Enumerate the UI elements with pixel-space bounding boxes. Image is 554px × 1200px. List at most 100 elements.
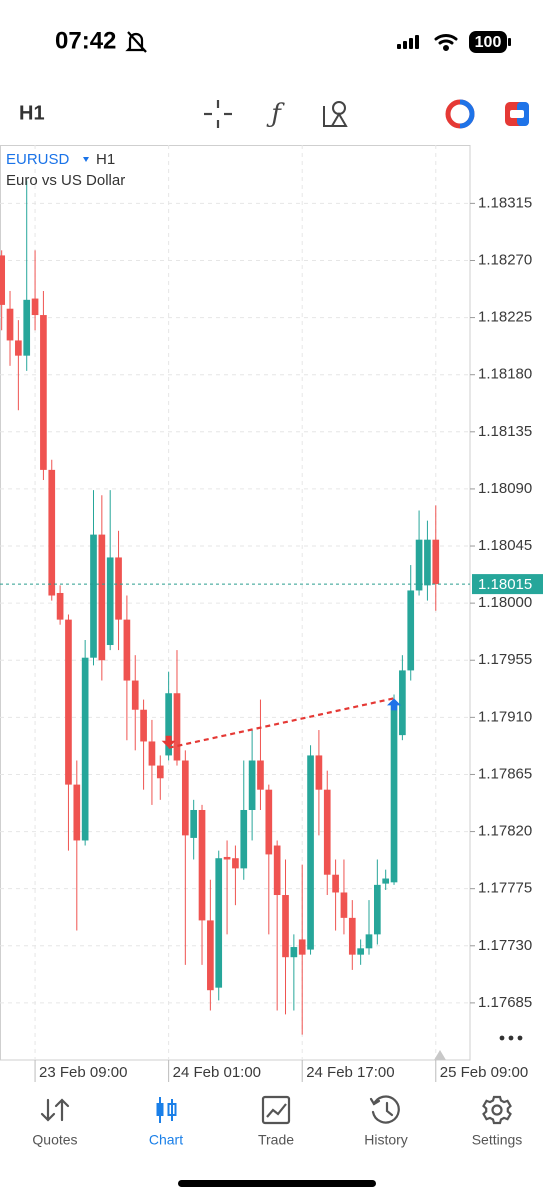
signal-icon	[397, 35, 419, 49]
candle-body	[15, 340, 22, 356]
trade-line	[168, 697, 395, 749]
y-tick-label: 1.18045	[478, 537, 532, 554]
y-tick-label: 1.18135	[478, 423, 532, 440]
candle-body	[106, 557, 114, 646]
objects-button[interactable]	[323, 101, 348, 127]
candle-body	[407, 590, 415, 671]
candle-body	[340, 892, 348, 918]
mute-icon	[125, 31, 147, 53]
candle-body	[73, 784, 81, 841]
candle-body	[198, 809, 206, 921]
nav-label[interactable]: Chart	[149, 1132, 183, 1148]
sell-marker	[161, 735, 176, 748]
candle-body	[123, 619, 131, 681]
y-tick-label: 1.18180	[478, 366, 532, 383]
trade-icon[interactable]	[261, 1095, 291, 1125]
candle-body	[348, 917, 356, 955]
candle-body	[0, 255, 6, 305]
one-click-trading-button[interactable]	[445, 99, 475, 129]
y-tick-label: 1.18315	[478, 194, 532, 211]
trade-button[interactable]	[505, 102, 529, 126]
candle-body	[6, 308, 14, 341]
candle-body	[23, 299, 31, 356]
candle-body	[290, 947, 298, 958]
quotes-icon[interactable]	[40, 1098, 70, 1122]
x-tick-label: 24 Feb 01:00	[173, 1064, 261, 1081]
candle-body	[298, 939, 306, 955]
candle-body	[248, 760, 256, 810]
candle-body	[332, 874, 339, 893]
candle-body	[307, 755, 314, 950]
y-tick-label: 1.17865	[478, 765, 532, 782]
candle-body	[65, 619, 72, 785]
y-tick-label: 1.17820	[478, 823, 532, 840]
current-price-box	[472, 574, 543, 595]
candle-body	[207, 920, 214, 991]
candle-body	[148, 741, 156, 766]
candle-body	[40, 315, 47, 470]
y-tick-label: 1.18270	[478, 251, 532, 268]
candle-body	[365, 934, 373, 949]
candle-body	[190, 809, 198, 838]
candle-body	[273, 845, 281, 896]
candle-body	[223, 856, 231, 860]
y-tick-label: 1.17730	[478, 937, 532, 954]
y-tick-label: 1.17955	[478, 651, 532, 668]
nav-label[interactable]: Trade	[258, 1132, 294, 1148]
status-time: 07:42	[55, 27, 116, 54]
battery-level: 100	[475, 34, 502, 51]
candle-body	[131, 680, 139, 710]
candle-body	[399, 670, 406, 736]
y-tick-label: 1.18225	[478, 309, 532, 326]
wifi-icon	[434, 34, 458, 51]
scroll-marker[interactable]	[434, 1050, 446, 1060]
nav-label[interactable]: History	[364, 1132, 408, 1148]
nav-label[interactable]: Quotes	[32, 1132, 77, 1148]
candle-body	[282, 895, 289, 958]
candle-body	[323, 789, 331, 875]
candle-body	[115, 557, 122, 620]
candle-body	[81, 657, 89, 841]
symbol[interactable]: EURUSD	[6, 151, 70, 168]
x-tick-label: 23 Feb 09:00	[39, 1064, 127, 1081]
candle-body	[181, 760, 189, 836]
candle-body	[432, 539, 440, 585]
buy-marker	[387, 698, 402, 711]
y-tick-label: 1.17910	[478, 708, 532, 725]
y-tick-label: 1.18000	[478, 594, 532, 611]
candle-body	[98, 534, 106, 661]
current-price-label: 1.18015	[478, 576, 532, 593]
x-tick-label: 24 Feb 17:00	[306, 1064, 394, 1081]
candle-body	[357, 948, 364, 955]
candle-body	[424, 539, 431, 586]
candle-body	[415, 539, 423, 591]
candle-body	[315, 755, 323, 790]
y-tick-label: 1.17775	[478, 880, 532, 897]
candle-body	[165, 693, 172, 756]
candle-body	[156, 765, 164, 779]
more-button[interactable]	[499, 1035, 523, 1041]
chart-icon[interactable]	[156, 1097, 177, 1123]
history-icon[interactable]	[369, 1095, 400, 1124]
battery	[469, 31, 507, 53]
symbol-description: Euro vs US Dollar	[6, 172, 125, 189]
candle-body	[140, 709, 147, 742]
crosshair-button[interactable]	[204, 100, 232, 128]
candle-body	[31, 298, 39, 316]
candle-body	[257, 760, 264, 790]
candle-body	[265, 789, 273, 855]
home-indicator	[178, 1180, 376, 1187]
candle-body	[382, 878, 390, 884]
symbol-dropdown[interactable]	[83, 157, 89, 162]
indicators-button[interactable]: ƒ	[266, 99, 285, 129]
candle-body	[48, 469, 56, 596]
candle-body	[232, 858, 239, 869]
candle-body	[215, 858, 223, 988]
timeframe-button[interactable]: H1	[19, 102, 45, 124]
candle-body	[240, 809, 248, 869]
settings-icon[interactable]	[482, 1095, 512, 1125]
candle-body	[90, 534, 97, 658]
nav-label[interactable]: Settings	[472, 1132, 523, 1148]
